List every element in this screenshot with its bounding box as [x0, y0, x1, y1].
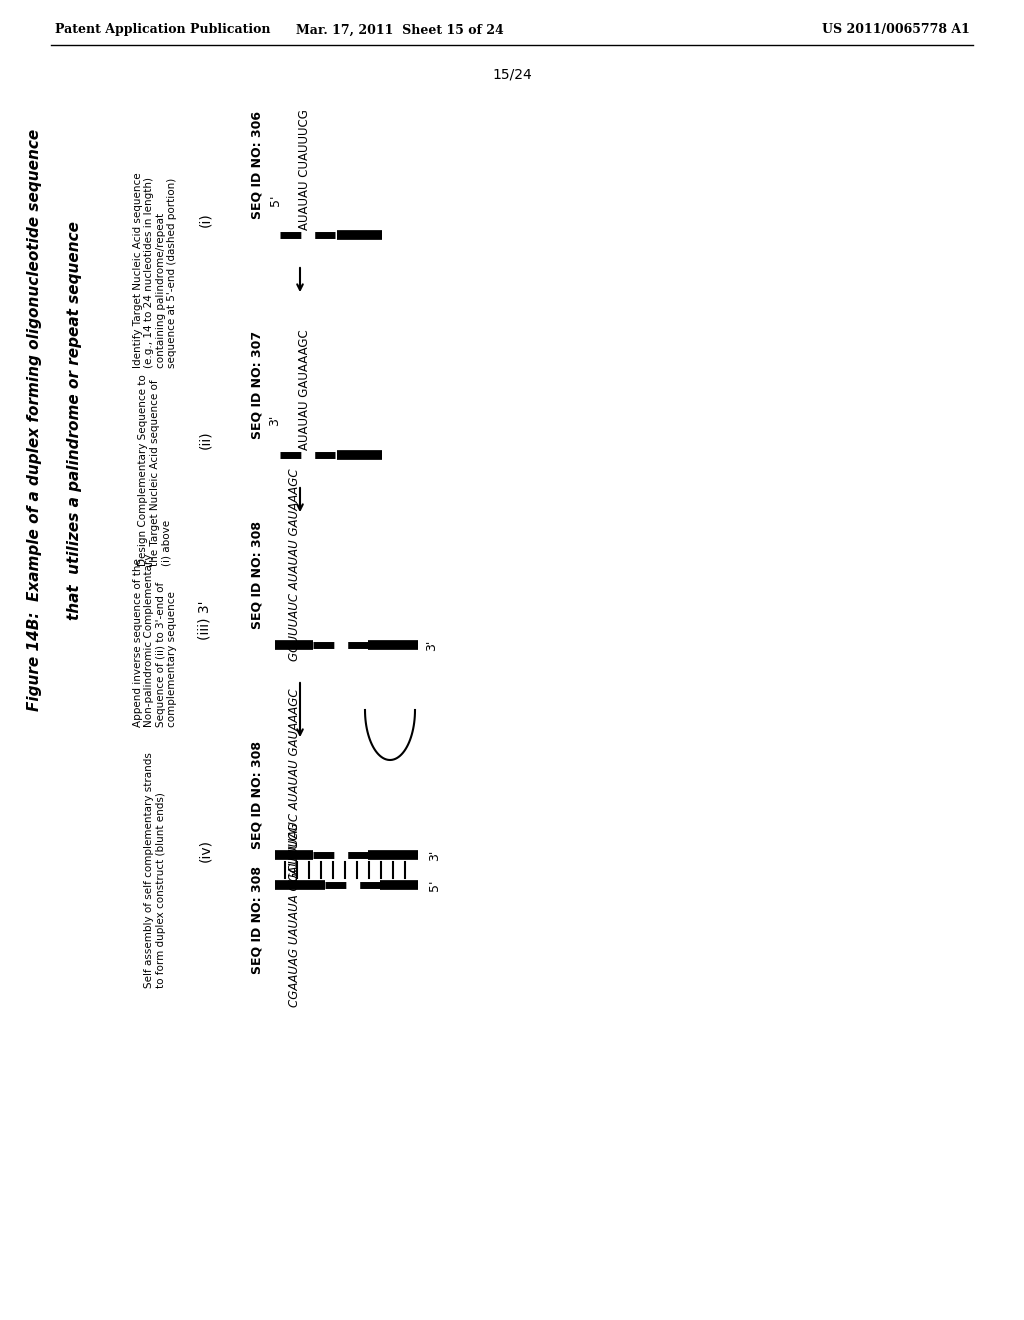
Text: 3': 3': [268, 414, 282, 425]
Text: Design Complementary Sequence to
the Target Nucleic Acid sequence of
(i) above: Design Complementary Sequence to the Tar…: [138, 374, 172, 566]
Text: GCUUUAUC AUAUAU GAUAAAGC: GCUUUAUC AUAUAU GAUAAAGC: [289, 469, 301, 661]
Text: SEQ ID NO: 308: SEQ ID NO: 308: [250, 866, 263, 974]
Text: 5': 5': [428, 879, 441, 891]
Text: (iii) 3': (iii) 3': [198, 601, 212, 640]
Text: US 2011/0065778 A1: US 2011/0065778 A1: [822, 24, 970, 37]
Text: CGAAUAG UAUAUA CUAUUUCG: CGAAUAG UAUAUA CUAUUUCG: [289, 822, 301, 1007]
Text: (iv): (iv): [198, 838, 212, 862]
Text: Self assembly of self complementary strands
to form duplex construct (blunt ends: Self assembly of self complementary stra…: [144, 752, 166, 987]
Text: Figure 14B:  Example of a duplex forming oligonucleotide sequence: Figure 14B: Example of a duplex forming …: [28, 129, 43, 711]
Text: (ii): (ii): [198, 430, 212, 449]
Text: Mar. 17, 2011  Sheet 15 of 24: Mar. 17, 2011 Sheet 15 of 24: [296, 24, 504, 37]
Text: Append inverse sequence of the
Non-palindromic Complementary
Sequence of (ii) to: Append inverse sequence of the Non-palin…: [132, 553, 177, 727]
Text: Patent Application Publication: Patent Application Publication: [55, 24, 270, 37]
Text: SEQ ID NO: 308: SEQ ID NO: 308: [250, 521, 263, 630]
Text: SEQ ID NO: 308: SEQ ID NO: 308: [250, 741, 263, 849]
Text: that  utilizes a palindrome or repeat sequence: that utilizes a palindrome or repeat seq…: [68, 220, 83, 619]
Text: GCUUUAUC AUAUAU GAUAAAGC: GCUUUAUC AUAUAU GAUAAAGC: [289, 689, 301, 882]
Text: Identify Target Nucleic Acid sequence
(e.g., 14 to 24 nucleotides in length)
con: Identify Target Nucleic Acid sequence (e…: [132, 172, 177, 368]
Text: 5': 5': [268, 194, 282, 206]
Text: AUAUAU GAUAAAGC: AUAUAU GAUAAAGC: [299, 330, 311, 450]
Text: SEQ ID NO: 306: SEQ ID NO: 306: [250, 111, 263, 219]
Text: SEQ ID NO: 307: SEQ ID NO: 307: [250, 331, 263, 440]
Text: 3': 3': [425, 639, 438, 651]
Text: (i): (i): [198, 213, 212, 227]
Text: 15/24: 15/24: [493, 69, 531, 82]
Text: 3': 3': [428, 849, 441, 861]
Text: AUAUAU CUAUUUCG: AUAUAU CUAUUUCG: [299, 110, 311, 231]
